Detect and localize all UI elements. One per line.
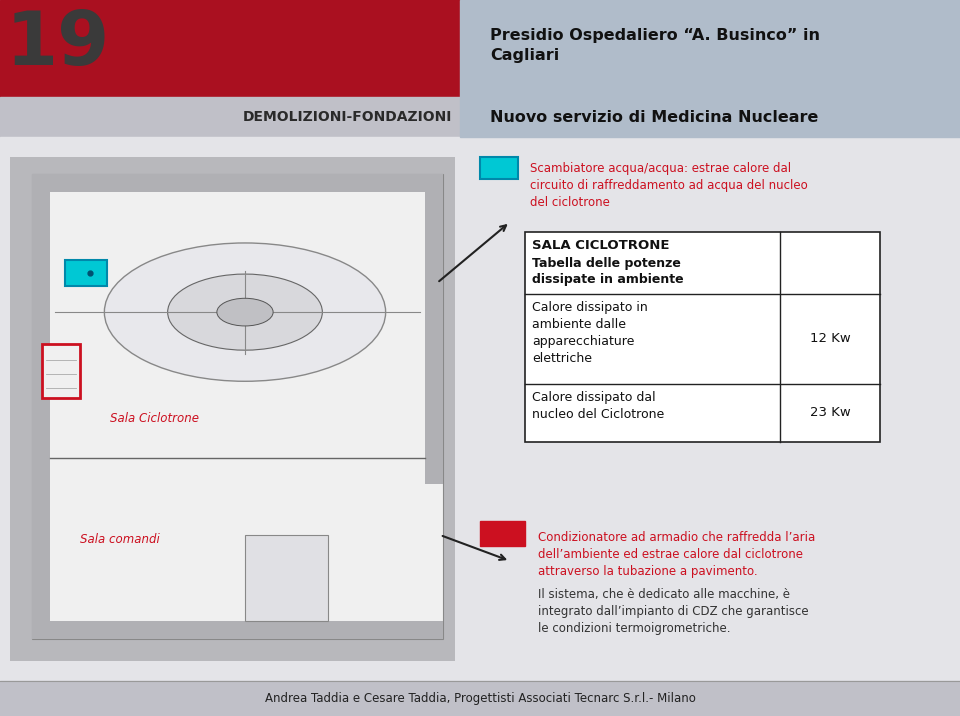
Text: Calore dissipato in
ambiente dalle
apparecchiature
elettriche: Calore dissipato in ambiente dalle appar… [532,301,648,365]
Bar [10,157,455,661]
Bar [425,174,443,484]
Ellipse shape [168,274,323,350]
Bar [480,521,525,546]
Text: Tabella delle potenze
dissipate in ambiente: Tabella delle potenze dissipate in ambie… [532,257,684,286]
Bar [460,0,960,137]
Text: Andrea Taddia e Cesare Taddia, Progettisti Associati Tecnarc S.r.l.- Milano: Andrea Taddia e Cesare Taddia, Progettis… [265,692,695,705]
Bar [32,174,443,639]
Text: Nuovo servizio di Medicina Nucleare: Nuovo servizio di Medicina Nucleare [490,110,818,125]
Bar [245,535,327,621]
Bar [65,261,107,286]
Bar [32,174,50,639]
Text: Sala Ciclotrone: Sala Ciclotrone [110,412,199,425]
Text: Calore dissipato dal
nucleo del Ciclotrone: Calore dissipato dal nucleo del Ciclotro… [532,391,664,421]
Text: Sala comandi: Sala comandi [80,533,159,546]
Ellipse shape [105,243,386,382]
Bar [0,681,960,716]
Ellipse shape [217,299,274,326]
Bar [0,137,460,681]
Text: Scambiatore acqua/acqua: estrae calore dal
circuito di raffreddamento ad acqua d: Scambiatore acqua/acqua: estrae calore d… [530,162,807,209]
Bar [32,621,443,639]
Text: 12 Kw: 12 Kw [809,332,851,346]
Text: Il sistema, che è dedicato alle macchine, è
integrato dall’impianto di CDZ che g: Il sistema, che è dedicato alle macchine… [538,588,808,635]
Bar [525,232,880,442]
Bar [42,344,80,398]
Text: 19: 19 [6,8,110,81]
Text: Presidio Ospedaliero “A. Businco” in
Cagliari: Presidio Ospedaliero “A. Businco” in Cag… [490,28,820,63]
Text: DEMOLIZIONI-FONDAZIONI: DEMOLIZIONI-FONDAZIONI [243,110,452,124]
Bar [460,137,960,681]
Text: 23 Kw: 23 Kw [809,407,851,420]
Bar [480,157,518,179]
Bar [0,97,960,137]
Bar [32,174,443,192]
Text: Condizionatore ad armadio che raffredda l’aria
dell’ambiente ed estrae calore da: Condizionatore ad armadio che raffredda … [538,531,815,578]
Bar [0,0,960,97]
Text: SALA CICLOTRONE: SALA CICLOTRONE [532,239,669,252]
